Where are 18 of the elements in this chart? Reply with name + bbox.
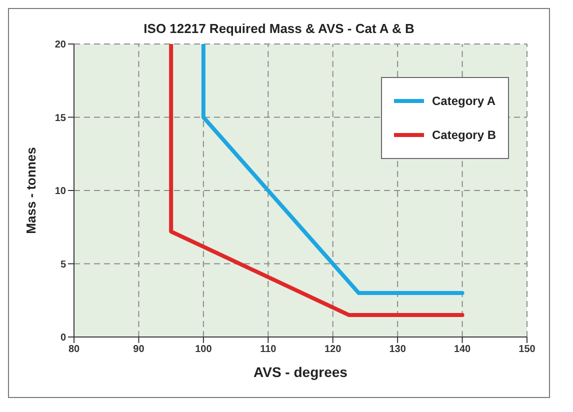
y-axis-title: Mass - tonnes [24,147,39,234]
y-tick-label: 5 [60,259,66,270]
x-axis-title: AVS - degrees [254,364,348,380]
x-tick-label: 150 [518,344,536,356]
x-tick-label: 110 [260,344,277,356]
y-tick-label: 10 [54,186,66,198]
x-tick-label: 100 [195,344,212,356]
x-tick-label: 80 [68,344,80,356]
x-tick-label: 90 [133,344,145,356]
chart-title: ISO 12217 Required Mass & AVS - Cat A & B [142,21,416,36]
y-tick-label: 15 [54,112,66,124]
legend-label: Category A [432,94,496,108]
x-tick-label: 120 [324,344,342,356]
legend-label: Category B [432,128,496,142]
x-tick-label: 130 [389,344,406,356]
y-tick-label: 20 [54,40,66,51]
y-tick-label: 0 [60,332,66,344]
x-tick-label: 140 [454,344,472,356]
